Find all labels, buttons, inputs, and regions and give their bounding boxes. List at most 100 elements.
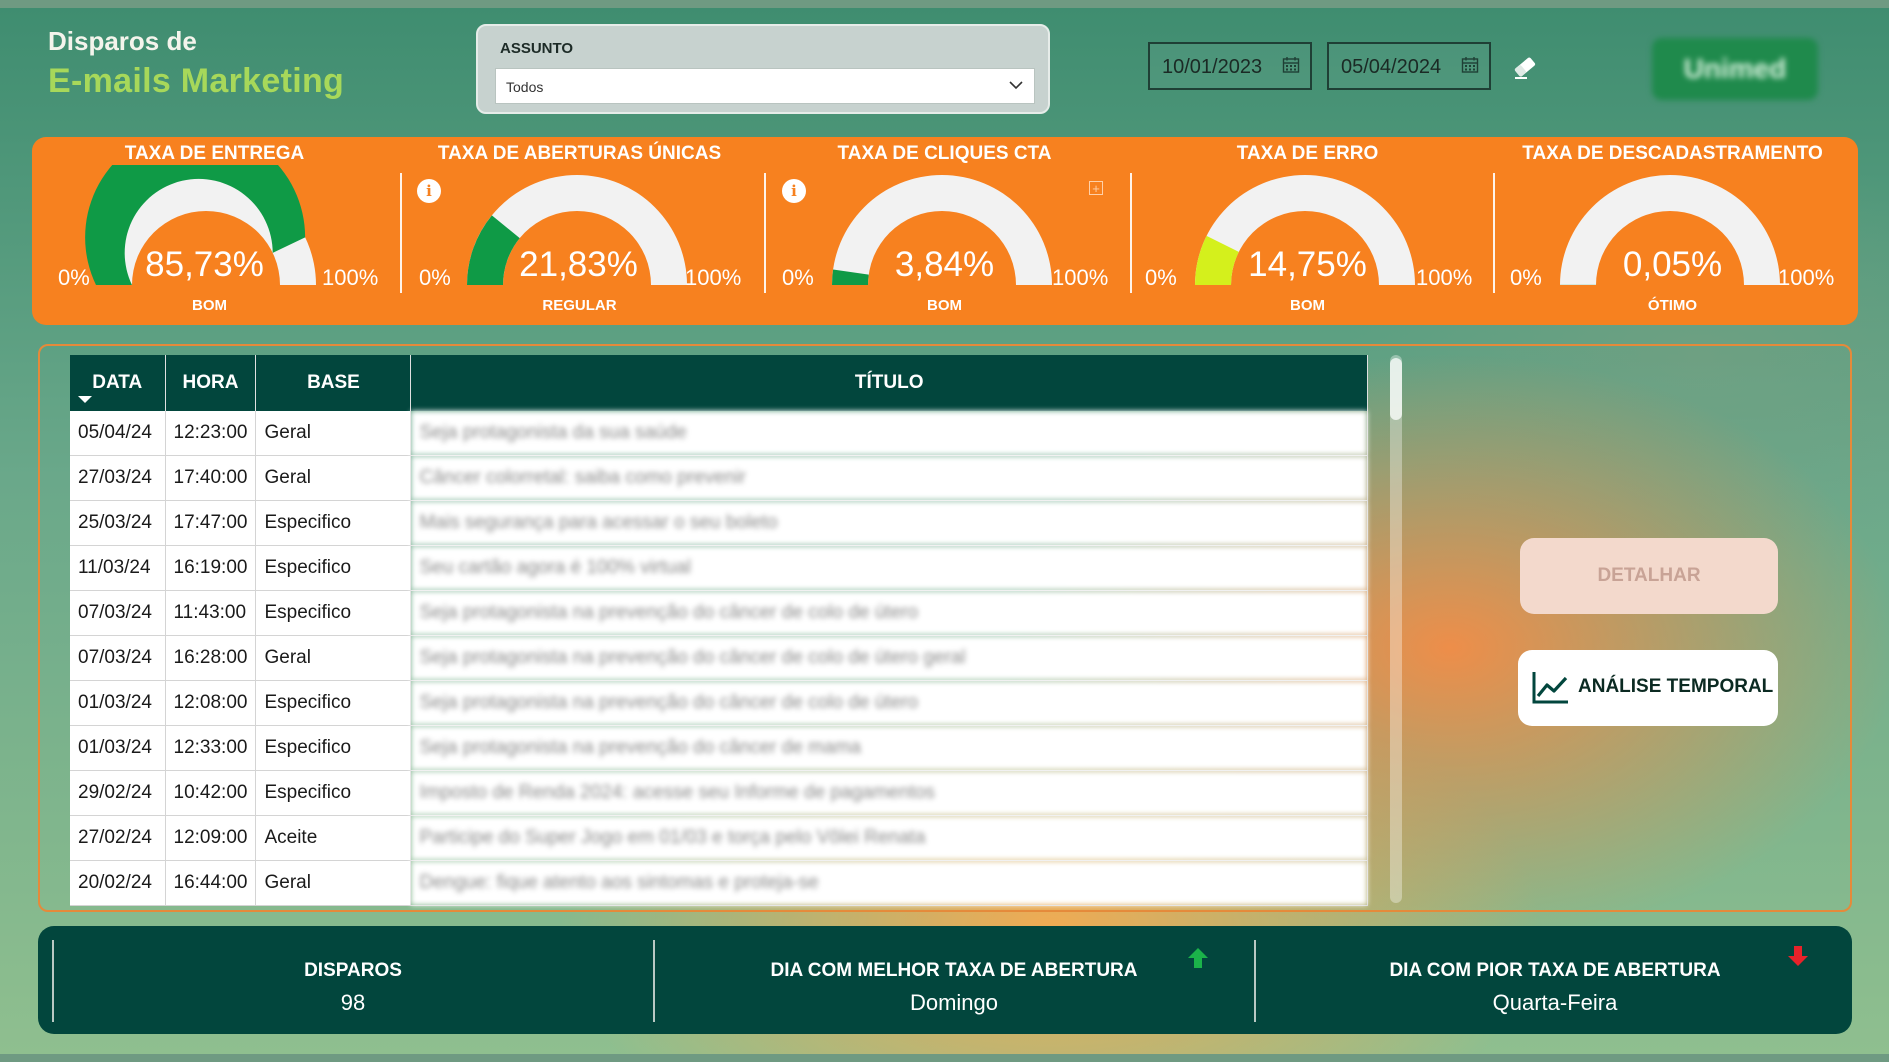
column-header-title[interactable]: TÍTULO <box>410 355 1368 411</box>
cell-base: Especifico <box>255 680 412 726</box>
column-header-base[interactable]: BASE <box>255 355 412 411</box>
page-subtitle: E-mails Marketing <box>48 62 345 100</box>
cell-title: Seu cartão agora é 100% virtual <box>410 545 1368 591</box>
kpi-status: BOM <box>192 297 227 314</box>
calendar-icon[interactable] <box>1282 56 1300 74</box>
table-row[interactable]: 29/02/24 10:42:00 Especifico Imposto de Ren… <box>70 770 1368 816</box>
cell-base: Especifico <box>255 500 412 546</box>
expand-icon[interactable]: + <box>1089 181 1103 195</box>
cell-date: 07/03/24 <box>70 635 166 681</box>
table-row[interactable]: 27/03/24 17:40:00 Geral Câncer colorretal: … <box>70 455 1368 501</box>
cell-title: Mais segurança para acessar o seu boleto <box>410 500 1368 546</box>
cell-date: 07/03/24 <box>70 590 166 636</box>
table-row[interactable]: 07/03/24 16:28:00 Geral Seja protagonista n… <box>70 635 1368 681</box>
kpi-value: 3,84% <box>894 245 995 284</box>
table-row[interactable]: 25/03/24 17:47:00 Especifico Mais segurança… <box>70 500 1368 546</box>
gauge-max-label: 100% <box>322 265 379 290</box>
cell-date: 05/04/24 <box>70 411 166 456</box>
column-header-time[interactable]: HORA <box>165 355 257 411</box>
stat-best-open-day: DIA COM MELHOR TAXA DE ABERTURA Domingo <box>653 926 1255 1034</box>
cell-time: 11:43:00 <box>165 590 257 636</box>
kpi-status: ÓTIMO <box>1647 297 1698 314</box>
cell-date: 01/03/24 <box>70 680 166 726</box>
cell-date: 27/03/24 <box>70 455 166 501</box>
kpi-value: 21,83% <box>519 245 638 284</box>
stat-label: DIA COM PIOR TAXA DE ABERTURA <box>1389 960 1721 981</box>
eraser-icon[interactable] <box>1512 54 1538 80</box>
cell-time: 12:09:00 <box>165 815 257 861</box>
cell-date: 29/02/24 <box>70 770 166 816</box>
cell-title: Participe do Super Jogo em 01/03 e torça… <box>410 815 1368 861</box>
table-row[interactable]: 01/03/24 12:33:00 Especifico Seja protagoni… <box>70 725 1368 771</box>
cell-title: Seja protagonista na prevenção do câncer… <box>410 725 1368 771</box>
kpi-title: TAXA DE ERRO <box>1236 143 1379 164</box>
cell-title: Seja protagonista na prevenção do câncer… <box>410 590 1368 636</box>
cell-base: Especifico <box>255 590 412 636</box>
gauge-track <box>832 174 1052 285</box>
stat-label: DIA COM MELHOR TAXA DE ABERTURA <box>770 960 1138 981</box>
gauge-min-label: 0% <box>419 265 451 290</box>
table-row[interactable]: 20/02/24 16:44:00 Geral Dengue: fique atent… <box>70 860 1368 906</box>
divider <box>653 940 655 1022</box>
cell-title: Seja protagonista na prevenção do câncer… <box>410 635 1368 681</box>
start-date-input[interactable]: 10/01/2023 <box>1148 42 1312 90</box>
table-scrollbar-thumb[interactable] <box>1390 358 1402 420</box>
cell-time: 17:40:00 <box>165 455 257 501</box>
gauge-fill <box>467 215 520 285</box>
gauge-fill <box>1195 235 1239 285</box>
column-header-label: DATA <box>92 372 143 393</box>
page-title: Disparos de <box>48 26 197 56</box>
cell-title: Câncer colorretal: saiba como prevenir <box>410 455 1368 501</box>
table-row[interactable]: 05/04/24 12:23:00 Geral Seja protagonista d… <box>70 411 1368 456</box>
table-row[interactable]: 11/03/24 16:19:00 Especifico Seu cartão ago… <box>70 545 1368 591</box>
gauge-fill <box>85 165 306 285</box>
gauge-min-label: 0% <box>1510 265 1542 290</box>
kpi-value: 14,75% <box>1248 245 1367 284</box>
gauge <box>1560 174 1780 285</box>
kpi-status: REGULAR <box>542 297 617 314</box>
table-row[interactable]: 27/02/24 12:09:00 Aceite Participe do Super… <box>70 815 1368 861</box>
chevron-down-icon <box>1009 81 1023 90</box>
cell-time: 12:23:00 <box>165 411 257 456</box>
gauge-max-label: 100% <box>1416 265 1473 290</box>
gauge-track <box>467 174 687 285</box>
detail-button[interactable]: DETALHAR <box>1520 538 1778 614</box>
cell-time: 16:19:00 <box>165 545 257 591</box>
calendar-icon[interactable] <box>1461 56 1479 74</box>
cell-title: Seja protagonista da sua saúde <box>410 411 1368 456</box>
stat-value: Quarta-Feira <box>1492 990 1618 1015</box>
temporal-analysis-button[interactable]: ANÁLISE TEMPORAL <box>1518 650 1778 726</box>
cell-date: 20/02/24 <box>70 860 166 906</box>
gauge-fill <box>832 269 869 285</box>
table-scrollbar[interactable] <box>1390 355 1402 903</box>
gauge-track <box>1195 174 1415 285</box>
company-logo: Unimed <box>1652 38 1818 100</box>
kpi-title: TAXA DE ABERTURAS ÚNICAS <box>437 143 722 164</box>
gauge-max-label: 100% <box>1052 265 1109 290</box>
start-date-value: 10/01/2023 <box>1162 56 1263 78</box>
kpi-divider <box>1493 173 1495 293</box>
cell-title: Imposto de Renda 2024: acesse seu Inform… <box>410 770 1368 816</box>
kpi-status: BOM <box>927 297 962 314</box>
gauge-max-label: 100% <box>685 265 742 290</box>
end-date-input[interactable]: 05/04/2024 <box>1327 42 1491 90</box>
gauge <box>85 165 316 285</box>
kpi-title: TAXA DE ENTREGA <box>124 143 305 164</box>
kpi-cta-clicks-rate: TAXA DE CLIQUES CTA i + 0% 100% 3,84% BO… <box>762 137 1127 325</box>
sort-desc-icon[interactable] <box>78 396 92 403</box>
arrow-up-icon <box>1188 948 1208 968</box>
cell-time: 16:44:00 <box>165 860 257 906</box>
table-row[interactable]: 01/03/24 12:08:00 Especifico Seja protagoni… <box>70 680 1368 726</box>
table-row[interactable]: 07/03/24 11:43:00 Especifico Seja protagoni… <box>70 590 1368 636</box>
column-header-date[interactable]: DATA <box>70 355 166 411</box>
gauge-min-label: 0% <box>58 265 90 290</box>
subject-dropdown[interactable]: Todos <box>495 68 1035 104</box>
cell-time: 17:47:00 <box>165 500 257 546</box>
info-icon[interactable]: i <box>417 179 441 203</box>
info-icon[interactable]: i <box>782 179 806 203</box>
table-panel <box>38 344 1852 912</box>
divider <box>1254 940 1256 1022</box>
cell-base: Especifico <box>255 770 412 816</box>
table-header-row: DATA HORA BASE TÍTULO <box>70 355 1368 411</box>
subject-filter: ASSUNTO Todos <box>476 24 1050 114</box>
